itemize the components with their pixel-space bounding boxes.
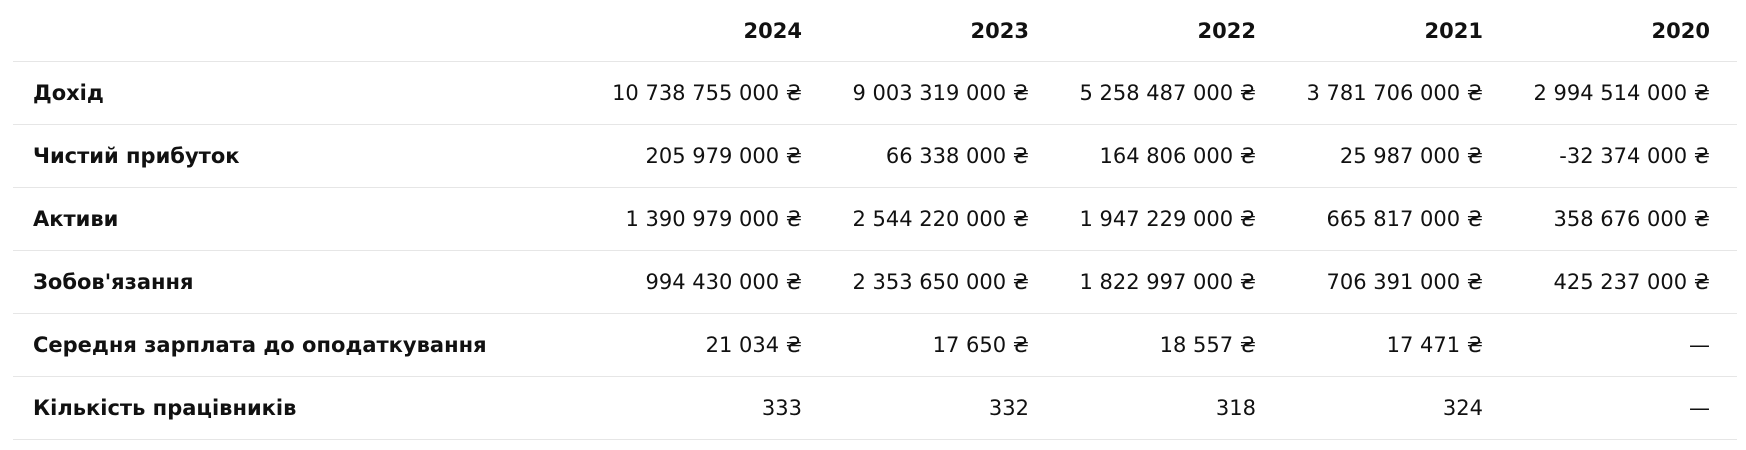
table-row: Кількість працівників 333 332 318 324— <box>13 376 1737 440</box>
table-cell: 66 338 000 ₴ <box>829 124 1056 188</box>
row-label: Активи <box>13 187 602 251</box>
table-cell: 17 471 ₴ <box>1283 313 1510 377</box>
table-cell: 164 806 000 ₴ <box>1056 124 1283 188</box>
column-header: 2023 <box>829 0 1056 62</box>
table-cell: 5 258 487 000 ₴ <box>1056 61 1283 125</box>
table-header: 2024 2023 2022 2021 2020 <box>13 0 1737 62</box>
column-header: 2021 <box>1283 0 1510 62</box>
table-cell: 25 987 000 ₴ <box>1283 124 1510 188</box>
table-cell: 17 650 ₴ <box>829 313 1056 377</box>
table-cell: — <box>1510 376 1737 440</box>
table-cell: 205 979 000 ₴ <box>602 124 829 188</box>
table-cell: 324 <box>1283 376 1510 440</box>
table-body: Дохід 10 738 755 000 ₴ 9 003 319 000 ₴ 5 25… <box>13 61 1737 440</box>
table-cell: 332 <box>829 376 1056 440</box>
row-label: Середня зарплата до оподаткування <box>13 313 602 377</box>
table-cell: 358 676 000 ₴ <box>1510 187 1737 251</box>
table-cell: 18 557 ₴ <box>1056 313 1283 377</box>
column-header: 2020 <box>1510 0 1737 62</box>
table-cell: 706 391 000 ₴ <box>1283 250 1510 314</box>
header-corner <box>13 0 602 62</box>
column-header: 2022 <box>1056 0 1283 62</box>
table-cell: 10 738 755 000 ₴ <box>602 61 829 125</box>
table-cell: 333 <box>602 376 829 440</box>
row-label: Чистий прибуток <box>13 124 602 188</box>
row-label: Зобов'язання <box>13 250 602 314</box>
table-row: Активи 1 390 979 000 ₴ 2 544 220 000 ₴ 1 94… <box>13 187 1737 251</box>
header-row: 2024 2023 2022 2021 2020 <box>13 0 1737 62</box>
table-cell: 665 817 000 ₴ <box>1283 187 1510 251</box>
table-cell: 318 <box>1056 376 1283 440</box>
financial-table: 2024 2023 2022 2021 2020 Дохід 10 738 755 000… <box>13 0 1737 440</box>
table-cell: 1 390 979 000 ₴ <box>602 187 829 251</box>
table-cell: 21 034 ₴ <box>602 313 829 377</box>
table-row: Чистий прибуток 205 979 000 ₴ 66 338 000 ₴… <box>13 124 1737 188</box>
table-cell: 2 353 650 000 ₴ <box>829 250 1056 314</box>
table-cell: — <box>1510 313 1737 377</box>
table-row: Зобов'язання 994 430 000 ₴ 2 353 650 000 ₴… <box>13 250 1737 314</box>
table-cell: 2 994 514 000 ₴ <box>1510 61 1737 125</box>
table-row: Середня зарплата до оподаткування 21 034 … <box>13 313 1737 377</box>
table-cell: 9 003 319 000 ₴ <box>829 61 1056 125</box>
row-label: Дохід <box>13 61 602 125</box>
table-row: Дохід 10 738 755 000 ₴ 9 003 319 000 ₴ 5 25… <box>13 61 1737 125</box>
row-label: Кількість працівників <box>13 376 602 440</box>
table-cell: -32 374 000 ₴ <box>1510 124 1737 188</box>
table-cell: 1 947 229 000 ₴ <box>1056 187 1283 251</box>
column-header: 2024 <box>602 0 829 62</box>
table-cell: 994 430 000 ₴ <box>602 250 829 314</box>
table-cell: 3 781 706 000 ₴ <box>1283 61 1510 125</box>
table-cell: 2 544 220 000 ₴ <box>829 187 1056 251</box>
table-cell: 425 237 000 ₴ <box>1510 250 1737 314</box>
table-cell: 1 822 997 000 ₴ <box>1056 250 1283 314</box>
